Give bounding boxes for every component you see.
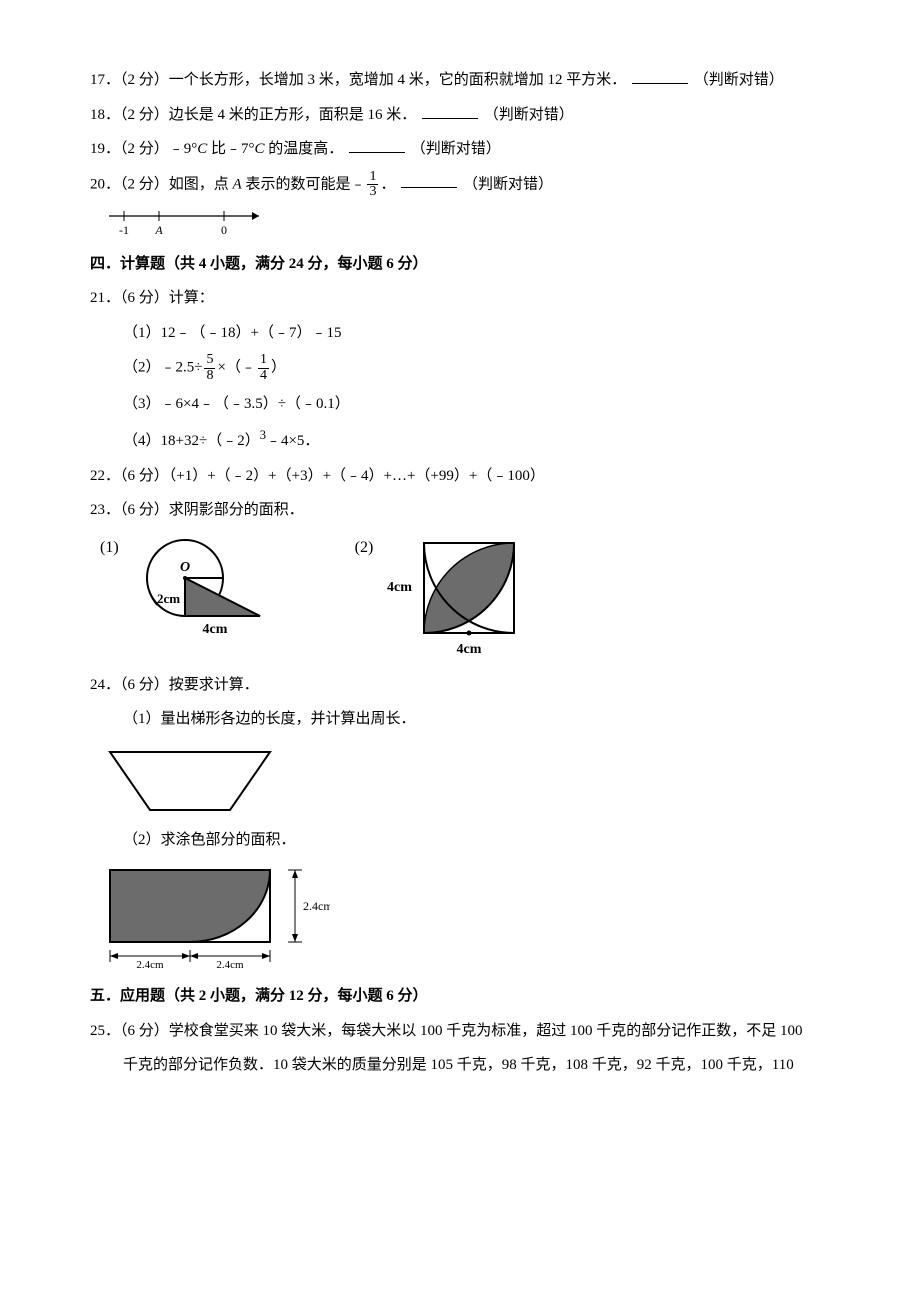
q20-pre: 20．（2 分）如图，点 [90, 176, 233, 192]
question-23: 23．（6 分）求阴影部分的面积． [90, 496, 850, 525]
question-18: 18．（2 分）边长是 4 米的正方形，面积是 16 米． （判断对错） [90, 101, 850, 130]
q17-text: 17．（2 分）一个长方形，长增加 3 米，宽增加 4 米，它的面积就增加 12… [90, 72, 626, 88]
svg-text:O: O [180, 560, 190, 575]
q19-c2: C [255, 141, 265, 157]
q18-suffix: （判断对错） [484, 107, 574, 123]
section-4-heading: 四．计算题（共 4 小题，满分 24 分，每小题 6 分） [90, 250, 850, 279]
question-24: 24．（6 分）按要求计算． [90, 671, 850, 700]
svg-text:2cm: 2cm [157, 591, 180, 606]
q20-A: A [233, 176, 242, 192]
q21-frac14: 14 [258, 353, 269, 383]
q21-part2: （2）﹣2.5÷58×（﹣14） [123, 353, 850, 383]
q21-part3: （3）﹣6×4﹣（﹣3.5）÷（﹣0.1） [123, 390, 850, 419]
q18-text: 18．（2 分）边长是 4 米的正方形，面积是 16 米． [90, 107, 416, 123]
question-20: 20．（2 分）如图，点 A 表示的数可能是﹣13． （判断对错） [90, 170, 850, 200]
axis-neg1: -1 [119, 223, 129, 237]
svg-text:2.4cm: 2.4cm [303, 899, 330, 913]
q23-fig2-label: (2) [355, 533, 374, 563]
svg-text:2.4cm: 2.4cm [136, 959, 164, 970]
question-21: 21．（6 分）计算： [90, 284, 850, 313]
q20-blank[interactable] [401, 172, 457, 188]
q19-c1: C [197, 141, 207, 157]
q24-trapezoid [100, 740, 850, 820]
question-22: 22．（6 分）（+1）+（﹣2）+（+3）+（﹣4）+…+（+99）+（﹣10… [90, 462, 850, 491]
svg-text:4cm: 4cm [457, 642, 482, 657]
q20-suffix: （判断对错） [463, 176, 553, 192]
question-25-l2: 千克的部分记作负数．10 袋大米的质量分别是 105 千克，98 千克，108 … [123, 1051, 850, 1080]
q23-fig2: (2) 4cm 4cm [355, 533, 530, 663]
q17-blank[interactable] [632, 68, 688, 84]
q19-tail: 的温度高． [265, 141, 344, 157]
q24-part1: （1）量出梯形各边的长度，并计算出周长． [123, 705, 850, 734]
q20-period: ． [380, 176, 395, 192]
svg-text:4cm: 4cm [387, 580, 412, 595]
q21-frac58: 58 [204, 353, 215, 383]
q17-suffix: （判断对错） [694, 72, 784, 88]
q24-shaded-rect: 2.4cm 2.4cm 2.4cm [100, 860, 850, 970]
axis-zero: 0 [221, 223, 227, 237]
q19-a: 19．（2 分）﹣9° [90, 141, 197, 157]
q20-mid: 表示的数可能是﹣ [242, 176, 366, 192]
svg-text:4cm: 4cm [202, 622, 227, 637]
q21-part1: （1）12﹣（﹣18）+（﹣7）﹣15 [123, 319, 850, 348]
q23-figures: (1) O 2cm 4cm (2) 4cm 4cm [100, 533, 850, 663]
section-5-heading: 五．应用题（共 2 小题，满分 12 分，每小题 6 分） [90, 982, 850, 1011]
question-25-l1: 25．（6 分）学校食堂买来 10 袋大米，每袋大米以 100 千克为标准，超过… [90, 1017, 850, 1046]
q20-frac: 13 [367, 170, 378, 200]
q19-mid: 比﹣7° [207, 141, 254, 157]
question-17: 17．（2 分）一个长方形，长增加 3 米，宽增加 4 米，它的面积就增加 12… [90, 66, 850, 95]
axis-A: A [154, 223, 163, 237]
svg-text:2.4cm: 2.4cm [216, 959, 244, 970]
q18-blank[interactable] [422, 103, 478, 119]
question-19: 19．（2 分）﹣9°C 比﹣7°C 的温度高． （判断对错） [90, 135, 850, 164]
q24-part2: （2）求涂色部分的面积． [123, 826, 850, 855]
q23-fig1: (1) O 2cm 4cm [100, 533, 275, 648]
q19-suffix: （判断对错） [411, 141, 501, 157]
q21-part4: （4）18+32÷（﹣2）3﹣4×5． [123, 424, 850, 456]
q23-fig1-label: (1) [100, 533, 119, 563]
q20-number-line: -1 A 0 [104, 206, 850, 238]
q19-blank[interactable] [349, 137, 405, 153]
